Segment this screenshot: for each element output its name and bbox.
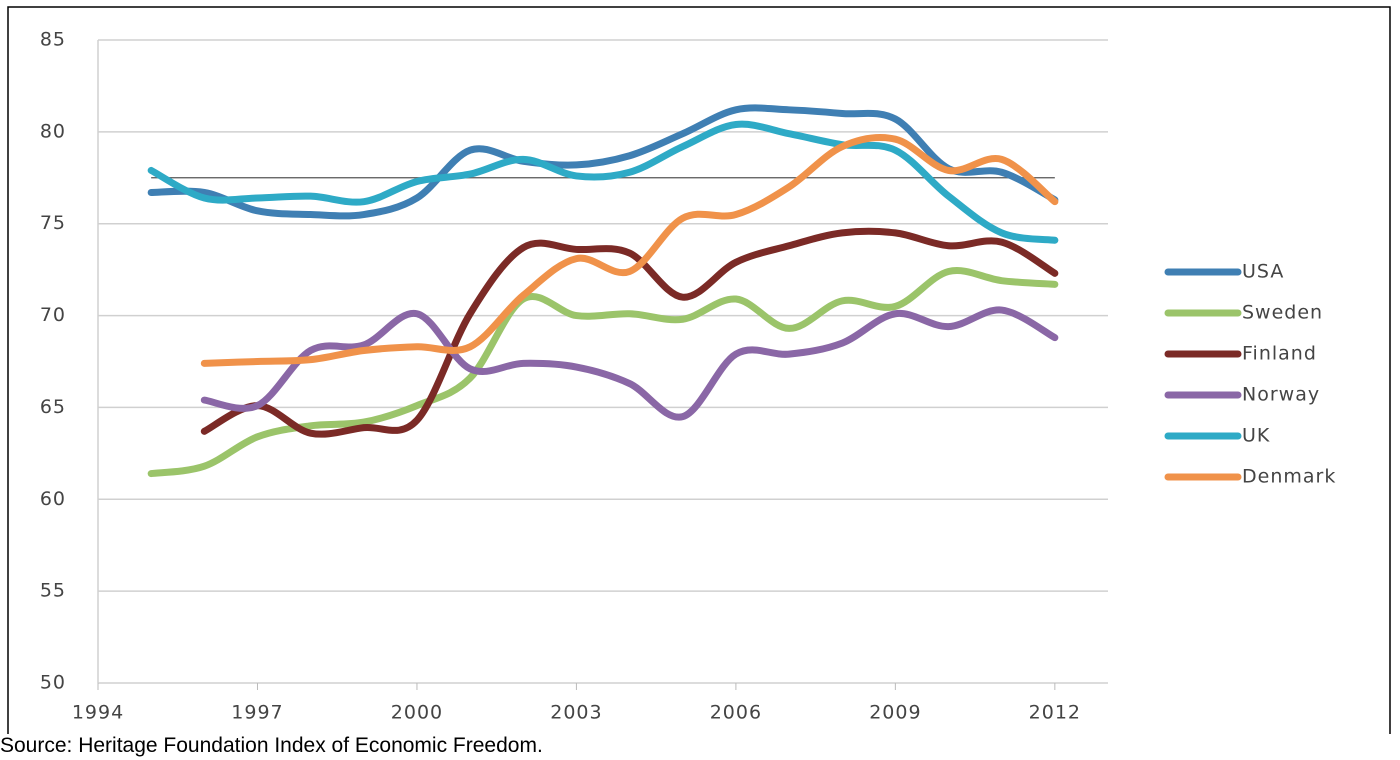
- y-tick-label: 80: [40, 120, 66, 142]
- series-line: [147, 104, 1059, 220]
- series-line: [200, 227, 1059, 438]
- x-tick-label: 2006: [710, 702, 762, 724]
- y-tick-label: 50: [40, 672, 66, 694]
- series-line: [200, 134, 1059, 367]
- x-tick-label: 2000: [391, 702, 443, 724]
- page: {"chart_data": {"type": "line", "source"…: [0, 6, 1391, 757]
- legend-label: Sweden: [1242, 302, 1323, 324]
- legend-label: USA: [1242, 261, 1284, 283]
- series-line: [147, 120, 1059, 244]
- legend-label: Finland: [1242, 343, 1317, 365]
- y-tick-label: 55: [40, 580, 66, 602]
- y-tick-label: 60: [40, 488, 66, 510]
- x-tick-label: 2003: [550, 702, 602, 724]
- y-tick-label: 65: [40, 396, 66, 418]
- source-note: Source: Heritage Foundation Index of Eco…: [0, 734, 543, 757]
- legend-label: Denmark: [1242, 466, 1336, 488]
- y-tick-label: 85: [40, 29, 66, 51]
- series-line: [147, 267, 1059, 478]
- x-tick-label: 2009: [869, 702, 921, 724]
- frame: [7, 6, 1391, 748]
- chart: 50 55 60 65 70 75 80 85 1994 1997 2000 2003 2006 2009…: [7, 6, 1391, 748]
- series-line: [200, 306, 1059, 421]
- x-tick-label: 1997: [231, 702, 283, 724]
- x-tick-label: 2012: [1029, 702, 1081, 724]
- y-tick-label: 70: [40, 304, 66, 326]
- legend-label: UK: [1242, 425, 1270, 447]
- x-tick-label: 1994: [72, 702, 124, 724]
- legend-label: Norway: [1242, 384, 1320, 406]
- y-tick-label: 75: [40, 212, 66, 234]
